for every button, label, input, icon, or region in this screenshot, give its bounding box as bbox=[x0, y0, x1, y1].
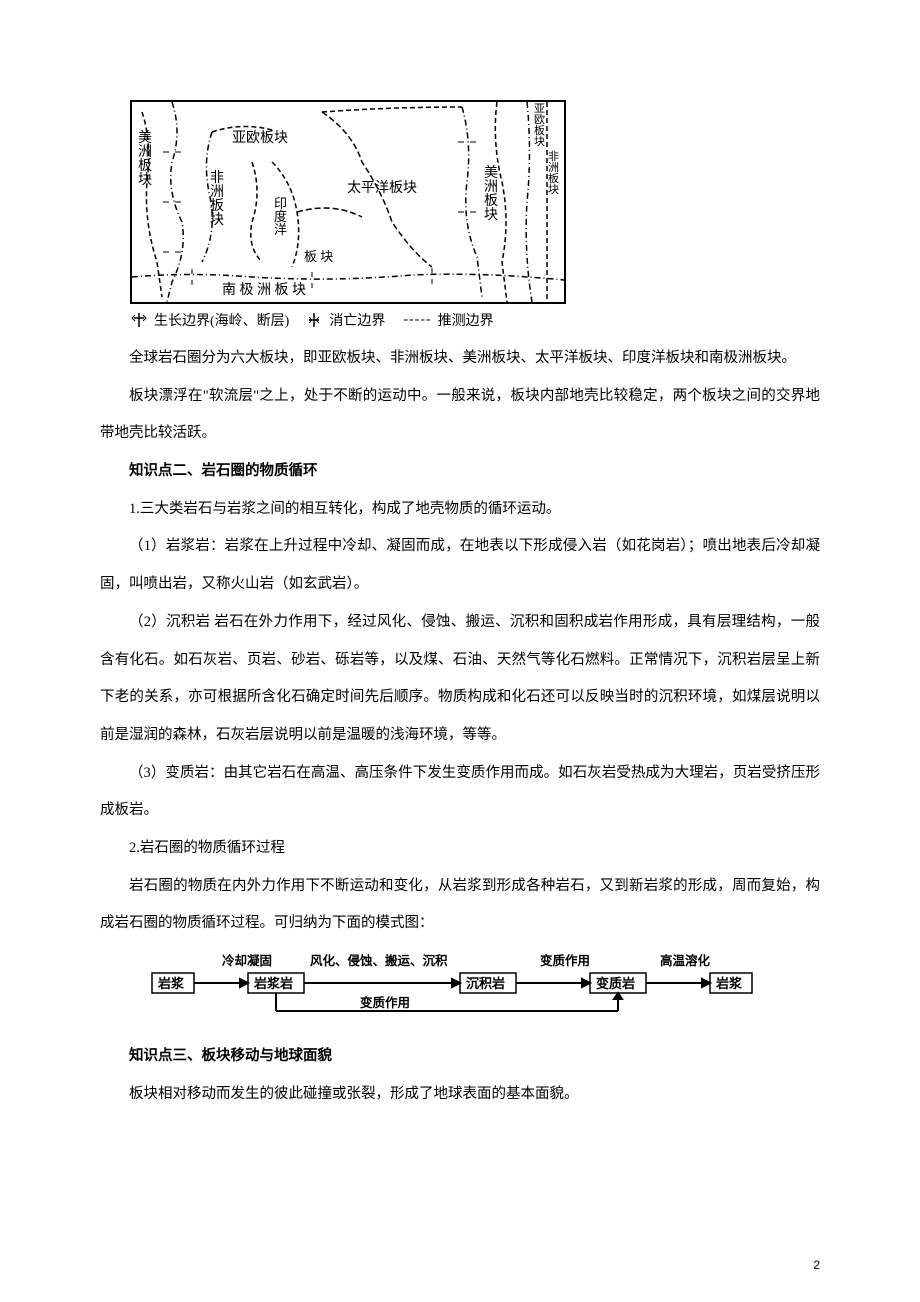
svg-text:岩浆: 岩浆 bbox=[157, 976, 185, 991]
plate-map-figure: 美洲板块 亚欧板块 非洲板块 印度洋 板 块 太平洋板块 美洲板块 非洲板块 亚… bbox=[130, 100, 820, 330]
map-label-indo: 印度洋 bbox=[274, 197, 287, 236]
plate-boundaries-svg bbox=[132, 102, 564, 302]
map-label-nonafrica-right: 非洲板块 bbox=[548, 152, 559, 196]
para-k2-1: 1.三大类岩石与岩浆之间的相互转化，构成了地壳物质的循环运动。 bbox=[100, 491, 820, 529]
cycle-label-3: 变质作用 bbox=[540, 953, 590, 968]
legend-grow-label: 生长边界(海岭、断层) bbox=[154, 310, 289, 330]
legend-die-label: 消亡边界 bbox=[329, 310, 385, 330]
map-label-euro-right: 亚欧板块 bbox=[534, 104, 545, 148]
para-k2-1-2: （2）沉积岩 岩石在外力作用下，经过风化、侵蚀、搬运、沉积和固积成岩作用形成，具… bbox=[100, 604, 820, 755]
page: 美洲板块 亚欧板块 非洲板块 印度洋 板 块 太平洋板块 美洲板块 非洲板块 亚… bbox=[0, 0, 920, 1302]
cycle-label-1: 冷却凝固 bbox=[222, 953, 272, 968]
map-label-america-right: 美洲板块 bbox=[484, 167, 498, 223]
cycle-label-2: 风化、侵蚀、搬运、沉积 bbox=[310, 953, 448, 968]
legend-die-icon bbox=[305, 311, 323, 329]
para-plates-motion: 板块漂浮在"软流层"之上，处于不断的运动中。一般来说，板块内部地壳比较稳定，两个… bbox=[100, 378, 820, 453]
para-k2-1-3: （3）变质岩：由其它岩石在高温、高压条件下发生变质作用而成。如石灰岩受热成为大理… bbox=[100, 755, 820, 830]
rock-cycle-svg: 冷却凝固 风化、侵蚀、搬运、沉积 变质作用 高温溶化 岩浆 岩浆岩 沉积岩 变质… bbox=[150, 953, 770, 1023]
map-label-antarctica: 南 极 洲 板 块 bbox=[222, 284, 306, 298]
legend-infer-label: 推测边界 bbox=[438, 310, 494, 330]
map-label-eurasia: 亚欧板块 bbox=[232, 132, 288, 146]
rock-cycle-diagram: 冷却凝固 风化、侵蚀、搬运、沉积 变质作用 高温溶化 岩浆 岩浆岩 沉积岩 变质… bbox=[150, 953, 820, 1028]
heading-k2: 知识点二、岩石圈的物质循环 bbox=[100, 453, 820, 491]
legend-grow-icon bbox=[130, 311, 148, 329]
legend-infer-icon: ----- bbox=[403, 312, 431, 328]
map-label-pacific: 太平洋板块 bbox=[347, 182, 417, 196]
svg-text:沉积岩: 沉积岩 bbox=[466, 976, 505, 991]
map-label-america-left: 美洲板块 bbox=[138, 132, 152, 188]
cycle-label-4: 高温溶化 bbox=[660, 953, 711, 968]
heading-k3: 知识点三、板块移动与地球面貌 bbox=[100, 1038, 820, 1076]
para-k2-2-desc: 岩石圈的物质在内外力作用下不断运动和变化，从岩浆到形成各种岩石，又到新岩浆的形成… bbox=[100, 868, 820, 943]
map-label-africa: 非洲板块 bbox=[210, 172, 224, 228]
cycle-label-bottom: 变质作用 bbox=[360, 995, 410, 1010]
para-k2-1-1: （1）岩浆岩：岩浆在上升过程中冷却、凝固而成，在地表以下形成侵入岩（如花岗岩）；… bbox=[100, 528, 820, 603]
svg-text:岩浆: 岩浆 bbox=[715, 976, 743, 991]
para-k3-1: 板块相对移动而发生的彼此碰撞或张裂，形成了地球表面的基本面貌。 bbox=[100, 1076, 820, 1114]
svg-text:变质岩: 变质岩 bbox=[596, 976, 635, 991]
para-k2-2: 2.岩石圈的物质循环过程 bbox=[100, 830, 820, 868]
svg-text:岩浆岩: 岩浆岩 bbox=[253, 976, 293, 991]
para-plates-intro: 全球岩石圈分为六大板块，即亚欧板块、非洲板块、美洲板块、太平洋板块、印度洋板块和… bbox=[100, 340, 820, 378]
map-legend: 生长边界(海岭、断层) 消亡边界 ----- 推测边界 bbox=[130, 310, 820, 330]
map-label-indo-plate: 板 块 bbox=[304, 250, 333, 263]
page-number: 2 bbox=[813, 1258, 820, 1272]
plate-map: 美洲板块 亚欧板块 非洲板块 印度洋 板 块 太平洋板块 美洲板块 非洲板块 亚… bbox=[130, 100, 566, 304]
